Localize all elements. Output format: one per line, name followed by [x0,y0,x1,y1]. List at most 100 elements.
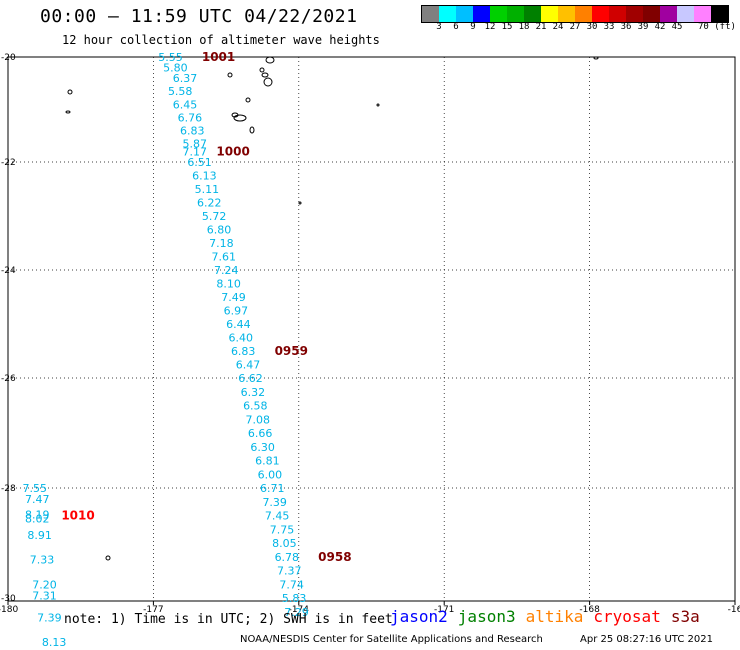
legend-item: jason3 [457,607,516,626]
legend-item: cryosat [593,607,661,626]
wave-height-label: 6.40 [229,332,254,345]
island-outline [233,114,247,122]
color-swatch [626,6,643,22]
color-swatch [473,6,490,22]
pass-time-label: 1001 [202,50,235,64]
wave-height-label: 7.39 [262,496,287,509]
wave-height-label: 6.83 [180,125,205,138]
color-scale-label: 33 [603,22,615,32]
wave-height-label: 7.33 [30,554,54,567]
pass-time-label: 0958 [318,550,351,564]
wave-height-label: 6.78 [275,551,300,564]
color-swatch [711,6,728,22]
wave-height-label: 7.55 [23,482,48,495]
wave-height-label: 5.83 [282,592,307,605]
footer-credit: NOAA/NESDIS Center for Satellite Applica… [240,634,543,645]
wave-height-label: 5.80 [163,62,188,75]
wave-height-label: 5.11 [195,183,220,196]
map-subtitle: 12 hour collection of altimeter wave hei… [62,33,380,47]
color-scale-label: 45 [671,22,683,32]
wave-height-label: 8.02 [25,512,50,525]
wave-height-label: 7.45 [265,510,290,523]
pass-time-label: 1000 [216,145,249,159]
x-tick-label: -16 [728,605,740,615]
color-swatch [490,6,507,22]
wave-height-label: 6.97 [224,305,249,318]
y-tick-label: -30 [1,594,16,604]
wave-height-label: 6.83 [231,345,256,358]
island-outline [245,97,251,103]
color-scale-label: 27 [569,22,581,32]
wave-height-label: 6.76 [178,111,203,124]
wave-height-label: 7.20 [32,578,57,591]
color-swatch [456,6,473,22]
island-outline [259,67,265,73]
wave-height-label: 6.80 [207,224,232,237]
island-outline [265,56,275,64]
wave-height-label: 5.87 [182,138,207,151]
island-outline [105,555,111,561]
wave-height-label: 6.13 [192,170,217,183]
note-text: note: 1) Time is in UTC; 2) SWH is in fe… [64,612,393,627]
island-outline [263,77,273,87]
wave-height-label: 7.17 [182,146,207,159]
island-outline [298,201,302,205]
legend-item: altika [525,607,584,626]
color-scale-label: 70 (ft) [698,22,736,32]
island-outline [65,110,71,114]
island-outline [376,103,380,107]
color-scale-label: 6 [453,22,459,32]
wave-height-label: 6.81 [255,455,280,468]
color-swatch [439,6,456,22]
color-scale-label: 12 [484,22,496,32]
wave-height-label: 6.71 [260,482,285,495]
island-outline [249,126,255,134]
color-scale-label: 18 [518,22,530,32]
color-scale-label: 9 [470,22,476,32]
color-scale-label: 21 [535,22,547,32]
wave-height-label: 7.74 [279,578,304,591]
color-swatch [422,6,439,22]
color-swatch [541,6,558,22]
wave-height-label: 8.13 [42,636,67,649]
color-scale-bar [421,5,729,23]
color-scale-label: 24 [552,22,564,32]
pass-time-label: 0959 [275,344,308,358]
y-tick-label: -26 [1,374,16,384]
wave-height-label: 6.47 [236,359,261,372]
color-swatch [558,6,575,22]
color-scale-label: 15 [501,22,513,32]
color-swatch [575,6,592,22]
y-tick-label: -22 [1,158,16,168]
wave-height-label: 6.44 [226,318,251,331]
island-outline [227,72,233,78]
legend-item: jason2 [390,607,448,626]
x-tick-label: -171 [434,605,454,615]
footer-timestamp: Apr 25 08:27:16 UTC 2021 [580,634,713,645]
wave-height-label: 8.05 [272,537,297,550]
color-swatch [694,6,711,22]
wave-height-label: 8.91 [27,529,51,542]
island-outline [67,89,73,95]
wave-height-label: 6.37 [173,72,198,85]
map-title: 00:00 – 11:59 UTC 04/22/2021 [40,6,358,27]
wave-height-label: 6.45 [173,98,198,111]
map-frame [7,56,736,602]
wave-height-label: 7.08 [245,413,270,426]
wave-height-label: 7.31 [32,589,57,602]
x-tick-label: -168 [579,605,600,615]
legend-item: s3a [670,607,700,626]
color-scale-label: 30 [586,22,598,32]
wave-height-label: 7.37 [277,565,302,578]
wave-height-label: 7.18 [209,237,234,250]
color-swatch [592,6,609,22]
color-swatch [507,6,524,22]
wave-height-label: 5.58 [168,85,193,98]
island-outline [261,72,269,78]
wave-height-label: 6.66 [248,427,273,440]
satellite-legend: jason2 jason3 altika cryosat s3a [390,607,710,626]
x-tick-label: -177 [143,605,163,615]
wave-height-label: 8.19 [25,508,50,521]
wave-height-label: 6.51 [187,156,212,169]
